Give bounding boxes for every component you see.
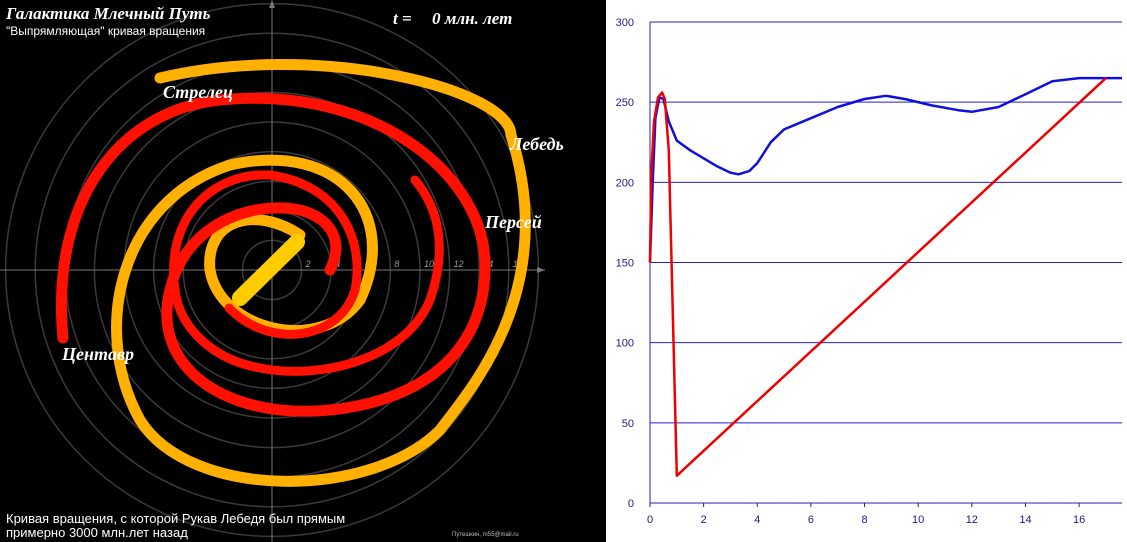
galaxy-diagram: 2 4 6 8 10 12 14 16 Галактика Млечный Путь "Вып… [0,0,564,542]
y-tick-label: 50 [622,418,634,430]
ring-tick-label: 12 [454,259,464,269]
y-tick-label: 250 [616,97,634,109]
x-tick-label: 8 [861,514,867,526]
time-label: t = [393,9,412,28]
x-tick-label: 12 [966,514,978,526]
y-tick-label: 300 [616,17,634,29]
rotation-curve-panel: 0 50 100 150 200 250 300 0 2 4 6 8 10 12 14 16 [606,0,1127,542]
chart-series [648,76,1122,477]
x-axis-arrow-icon [537,267,545,273]
x-tick-label: 6 [808,514,814,526]
label-sagittarius: Стрелец [163,82,233,102]
author-credit: Путешкин, m55@mail.ru [452,532,519,538]
chart-tick-labels: 0 50 100 150 200 250 300 0 2 4 6 8 10 12 14 16 [616,17,1086,526]
x-tick-label: 14 [1019,514,1031,526]
y-tick-label: 100 [616,338,634,350]
footer-line-2: примерно 3000 млн.лет назад [6,525,188,540]
x-tick-label: 0 [647,514,653,526]
rotation-curve-blue-series [648,76,1122,263]
x-tick-label: 4 [754,514,760,526]
label-centaurus: Центавр [61,344,134,364]
ring-tick-label: 2 [305,259,311,269]
chart-gridlines [650,21,1122,424]
footer-line-1: Кривая вращения, с которой Рукав Лебедя … [6,511,345,526]
x-tick-label: 10 [912,514,924,526]
label-cygnus: Лебедь [509,134,564,154]
time-value: 0 млн. лет [432,9,512,28]
x-tick-label: 2 [701,514,707,526]
outer-red-arm [56,92,491,417]
galaxy-title: Галактика Млечный Путь [5,4,211,23]
rotation-curve-red-series [648,77,1107,477]
y-tick-label: 0 [628,498,634,510]
y-axis-arrow-icon [269,0,275,8]
ring-tick-label: 8 [394,259,399,269]
galaxy-panel: 2 4 6 8 10 12 14 16 Галактика Млечный Путь "Вып… [0,0,606,542]
inner-red-arm [169,170,444,376]
rotation-curve-chart: 0 50 100 150 200 250 300 0 2 4 6 8 10 12 14 16 [616,17,1122,526]
galaxy-subtitle: "Выпрямляющая" кривая вращения [6,24,205,38]
label-perseus: Персей [484,212,542,232]
x-tick-label: 16 [1073,514,1085,526]
central-bar [232,234,305,306]
y-tick-label: 150 [616,258,634,270]
y-tick-label: 200 [616,177,634,189]
ring-tick-label: 10 [424,259,434,269]
